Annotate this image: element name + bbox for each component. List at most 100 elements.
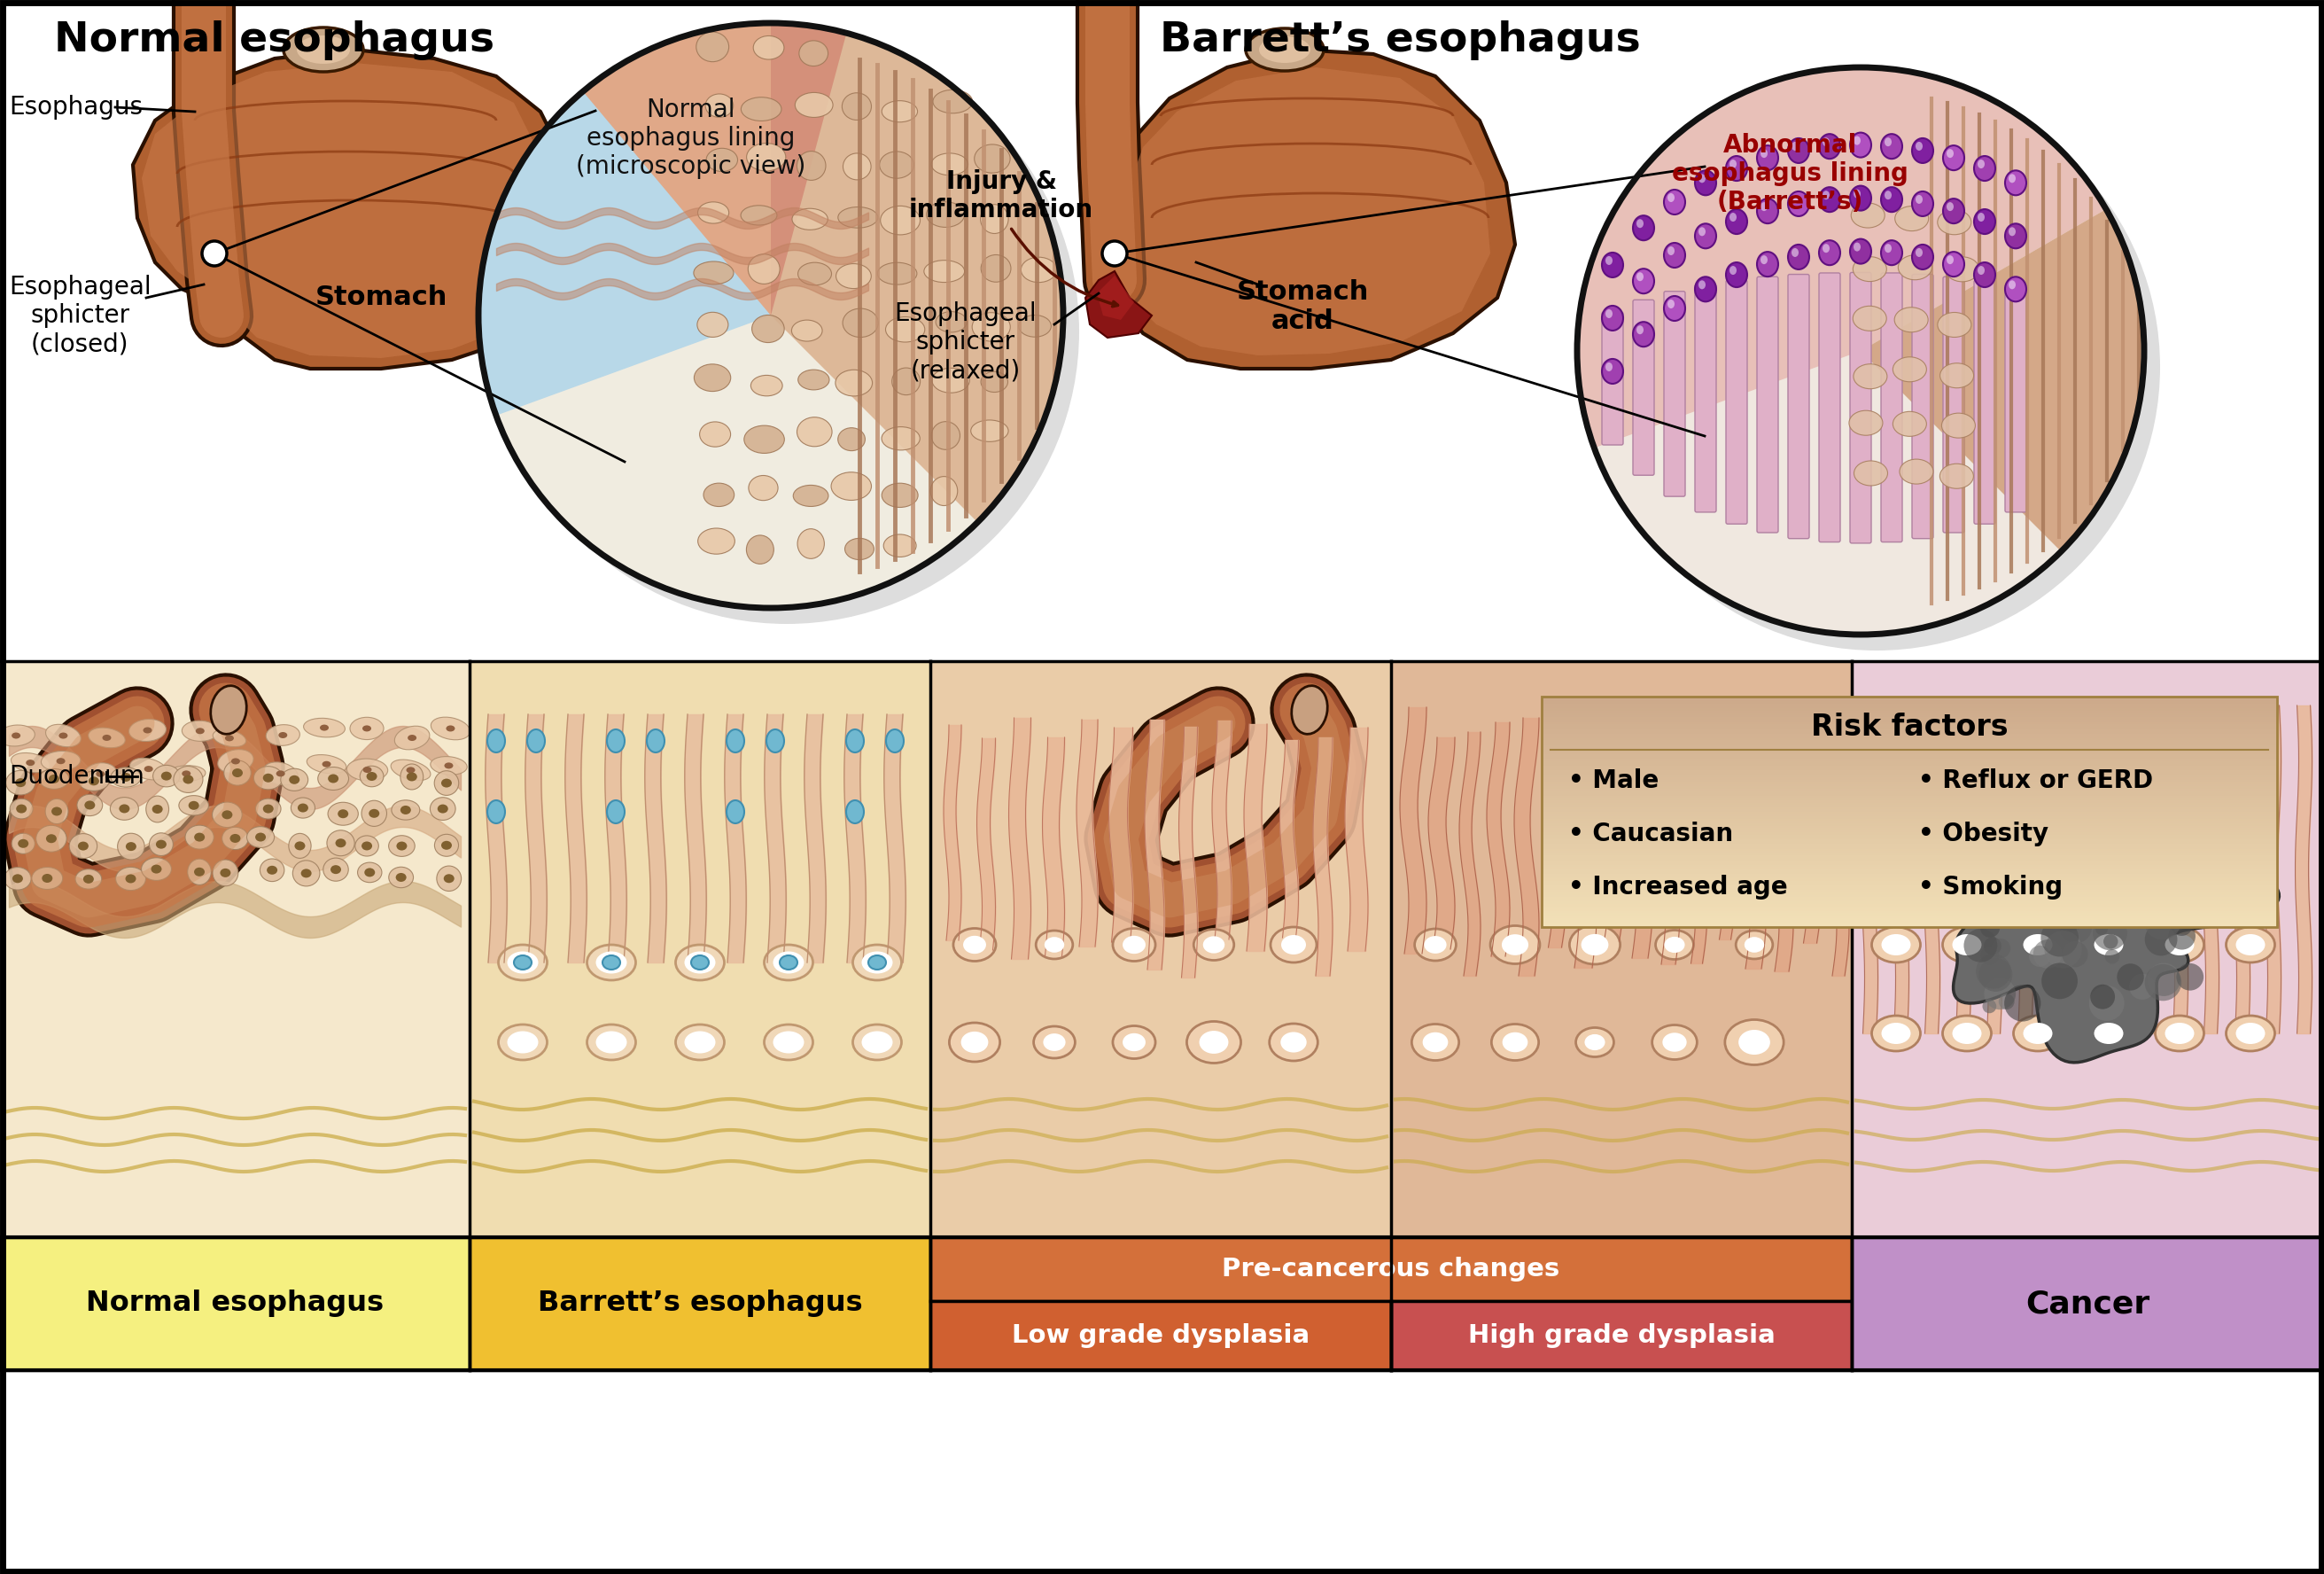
Ellipse shape [211, 859, 237, 886]
Circle shape [2024, 809, 2059, 842]
Ellipse shape [960, 1031, 988, 1053]
Ellipse shape [1757, 252, 1778, 277]
Ellipse shape [1973, 156, 1996, 181]
FancyBboxPatch shape [1601, 312, 1622, 445]
Bar [1541, 768, 2278, 770]
Ellipse shape [195, 867, 205, 877]
Ellipse shape [507, 951, 539, 974]
Circle shape [1999, 823, 2015, 841]
Ellipse shape [862, 1031, 892, 1053]
Bar [1541, 748, 2278, 749]
Ellipse shape [7, 770, 35, 795]
Ellipse shape [595, 951, 627, 974]
Ellipse shape [365, 867, 374, 877]
Ellipse shape [214, 729, 246, 746]
Ellipse shape [1195, 929, 1234, 960]
Ellipse shape [167, 765, 205, 782]
Ellipse shape [1945, 257, 1980, 282]
Circle shape [1992, 839, 2020, 867]
Ellipse shape [84, 875, 93, 883]
Ellipse shape [697, 201, 730, 224]
Bar [469, 661, 930, 1237]
Ellipse shape [1043, 1034, 1064, 1051]
Bar [1541, 812, 2278, 814]
Text: • Obesity: • Obesity [1917, 822, 2047, 847]
Ellipse shape [407, 735, 416, 741]
Ellipse shape [444, 762, 453, 768]
Circle shape [1992, 870, 2008, 888]
Circle shape [2017, 885, 2040, 908]
Bar [1541, 864, 2278, 867]
Ellipse shape [741, 98, 781, 121]
Ellipse shape [144, 727, 151, 733]
Circle shape [2036, 806, 2075, 844]
Ellipse shape [799, 41, 827, 66]
Circle shape [2145, 965, 2182, 1001]
Bar [1541, 719, 2278, 722]
Ellipse shape [146, 796, 170, 822]
Ellipse shape [834, 370, 872, 397]
Ellipse shape [1113, 1026, 1155, 1059]
FancyBboxPatch shape [1787, 274, 1808, 538]
Ellipse shape [225, 735, 235, 741]
Ellipse shape [1820, 134, 1841, 159]
Ellipse shape [832, 472, 872, 501]
Bar [1541, 847, 2278, 848]
Ellipse shape [435, 834, 458, 856]
Bar [1541, 699, 2278, 700]
Ellipse shape [363, 726, 372, 732]
Bar [1541, 800, 2278, 803]
Ellipse shape [727, 729, 744, 752]
Ellipse shape [1885, 137, 1892, 146]
Circle shape [2047, 891, 2066, 908]
Bar [1541, 778, 2278, 779]
Circle shape [2152, 903, 2164, 916]
Ellipse shape [1822, 137, 1829, 146]
Ellipse shape [514, 955, 532, 970]
Ellipse shape [981, 255, 1011, 282]
Bar [1541, 804, 2278, 807]
Ellipse shape [700, 422, 730, 447]
Bar [1541, 727, 2278, 729]
Ellipse shape [595, 1031, 627, 1053]
Bar [1541, 867, 2278, 869]
Circle shape [2075, 900, 2101, 926]
Ellipse shape [1757, 198, 1778, 224]
Ellipse shape [446, 726, 456, 732]
Ellipse shape [1948, 201, 1954, 211]
Circle shape [2040, 836, 2064, 859]
Ellipse shape [1948, 255, 1954, 264]
Ellipse shape [119, 804, 130, 814]
Ellipse shape [400, 763, 423, 790]
Ellipse shape [102, 735, 112, 741]
Ellipse shape [1915, 195, 1922, 203]
Text: Stomach
acid: Stomach acid [1236, 279, 1369, 334]
Bar [1541, 891, 2278, 892]
Bar [1541, 826, 2278, 828]
Bar [1541, 789, 2278, 792]
Circle shape [2175, 963, 2203, 990]
Ellipse shape [211, 686, 246, 733]
Ellipse shape [528, 729, 544, 752]
Ellipse shape [174, 767, 202, 793]
Text: Duodenum: Duodenum [9, 763, 144, 789]
Circle shape [1978, 959, 2013, 992]
Bar [0, 661, 469, 1237]
Ellipse shape [130, 759, 167, 779]
Ellipse shape [370, 809, 379, 818]
Bar [1541, 897, 2278, 899]
Ellipse shape [1943, 252, 1964, 277]
Ellipse shape [1281, 1033, 1306, 1053]
Bar [1541, 902, 2278, 903]
Bar [1541, 818, 2278, 822]
Ellipse shape [295, 842, 304, 850]
Ellipse shape [46, 834, 56, 844]
Text: Normal
esophagus lining
(microscopic view): Normal esophagus lining (microscopic vie… [576, 98, 806, 179]
Polygon shape [1097, 275, 1134, 320]
Ellipse shape [1978, 212, 1985, 222]
Ellipse shape [56, 759, 65, 763]
Circle shape [1964, 811, 1996, 844]
Ellipse shape [748, 475, 779, 501]
Ellipse shape [1882, 933, 1910, 955]
Circle shape [2085, 826, 2122, 864]
